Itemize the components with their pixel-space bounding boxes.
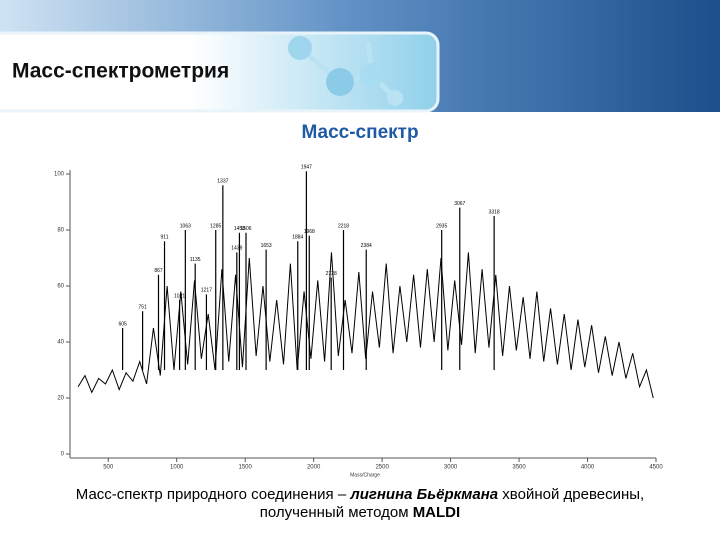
peak-label: 1947 <box>301 165 312 171</box>
caption-emphasis: MALDI <box>413 504 461 521</box>
peak-label: 2384 <box>361 243 372 249</box>
peak-label: 867 <box>154 268 163 274</box>
plot: 0 20 40 60 80 100 500 1000 1500 2000 2500 3000 3500 4… <box>54 165 663 479</box>
peak-label: 1968 <box>304 229 315 235</box>
peak-label: 1884 <box>292 235 303 241</box>
peak-label: 3067 <box>454 201 465 207</box>
caption-text: полученный методом <box>260 504 413 521</box>
y-tick-label: 100 <box>54 172 65 178</box>
x-tick-label: 4500 <box>649 465 663 471</box>
chart-title: Масс-спектр <box>301 122 418 143</box>
peak-label: 3318 <box>489 209 500 215</box>
y-tick-label: 0 <box>61 452 65 458</box>
y-tick-label: 20 <box>57 396 64 402</box>
peak-label: 2218 <box>338 223 349 229</box>
peak-label: 1021 <box>174 293 185 299</box>
caption-line: Масс-спектр природного соединения – лигн… <box>76 486 644 503</box>
peak-label: 1285 <box>210 223 221 229</box>
peak-label: 1458 <box>234 226 245 232</box>
x-tick-label: 4000 <box>581 465 595 471</box>
peak-label: 2935 <box>436 223 447 229</box>
peak-label: 2128 <box>326 271 337 277</box>
peak-label: 1439 <box>231 246 242 252</box>
peak-label: 1135 <box>190 257 201 263</box>
slide-title: Масс-спектрометрия <box>12 60 229 83</box>
peak-label: 1337 <box>217 179 228 185</box>
caption-emphasis: лигнина Бьёркмана <box>349 486 498 503</box>
x-axis-label: Mass/Charge <box>350 472 380 478</box>
peak-label: 751 <box>138 305 147 311</box>
peak-label: 1506 <box>240 226 251 232</box>
peak-label: 1063 <box>180 223 191 229</box>
y-tick-label: 80 <box>57 228 64 234</box>
y-tick-label: 60 <box>57 284 64 290</box>
x-tick-label: 1500 <box>238 465 252 471</box>
caption-line: полученный методом MALDI <box>260 504 460 521</box>
x-tick-label: 2500 <box>375 465 389 471</box>
x-tick-label: 3000 <box>444 465 458 471</box>
x-tick-label: 3500 <box>512 465 526 471</box>
caption-text: Масс-спектр природного соединения – <box>76 486 351 503</box>
peak-label: 1217 <box>201 288 212 294</box>
caption-text: хвойной древесины, <box>498 486 644 503</box>
peak-label: 605 <box>118 321 127 327</box>
x-tick-label: 2000 <box>307 465 321 471</box>
peak-label: 1653 <box>261 243 272 249</box>
y-tick-label: 40 <box>57 340 64 346</box>
title-banner <box>0 31 440 113</box>
molecule-icon <box>288 36 403 106</box>
peak-label: 911 <box>161 235 169 241</box>
x-tick-label: 500 <box>103 465 114 471</box>
x-tick-label: 1000 <box>170 465 184 471</box>
